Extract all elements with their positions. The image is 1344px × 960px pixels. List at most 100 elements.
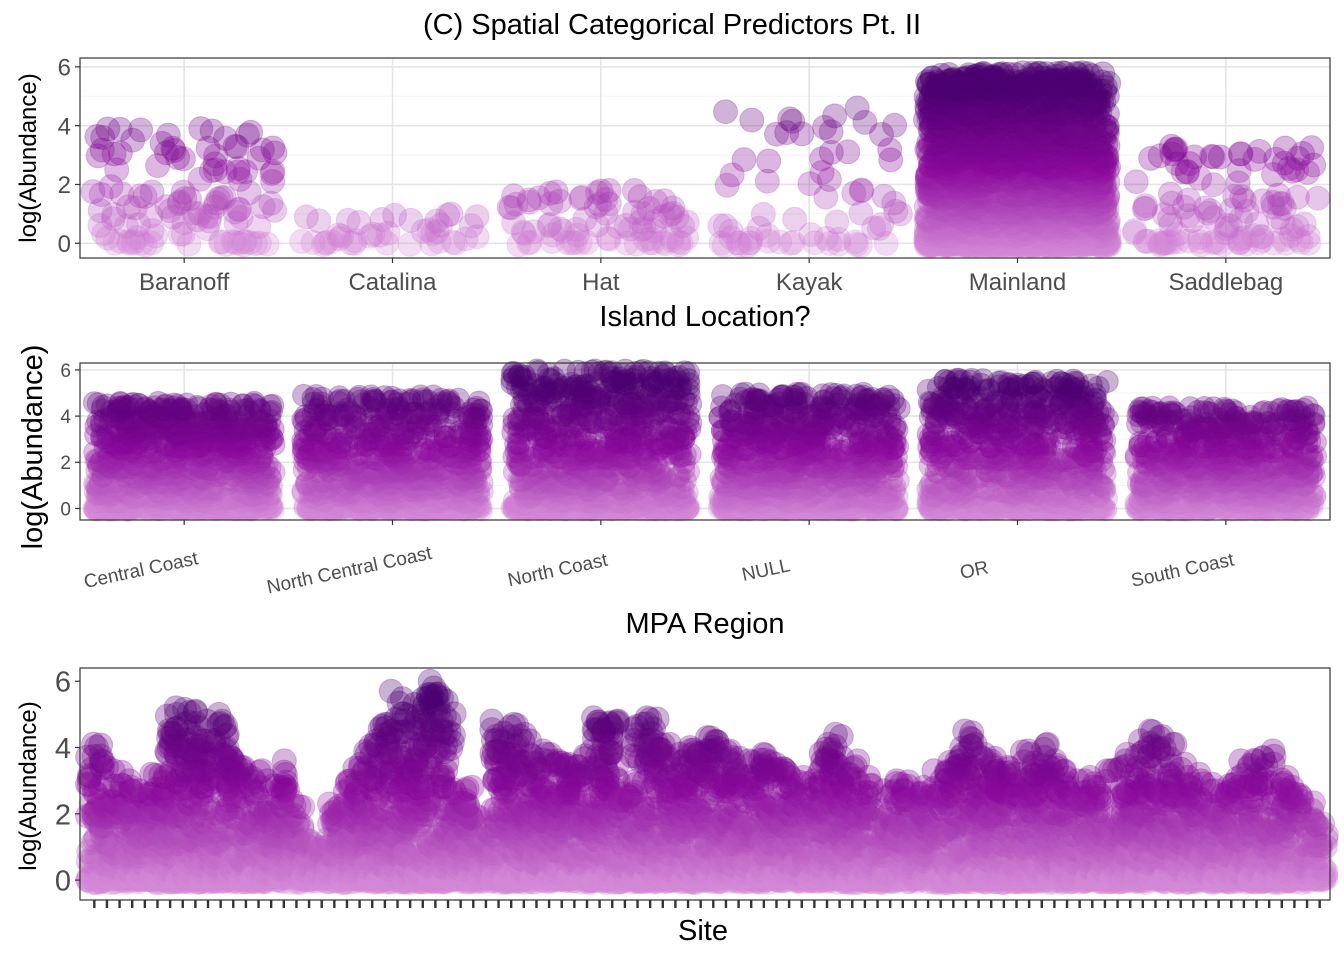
data-point — [242, 231, 268, 257]
data-point — [138, 203, 164, 229]
data-point — [382, 202, 408, 228]
data-point — [421, 384, 445, 408]
data-point — [170, 179, 196, 205]
data-point — [289, 229, 315, 254]
data-point — [1122, 218, 1148, 244]
data-point — [467, 390, 491, 414]
data-point — [116, 229, 142, 255]
data-point — [238, 119, 264, 145]
data-point — [167, 221, 193, 247]
x-tick-label: Hat — [582, 269, 620, 296]
data-point — [209, 229, 235, 255]
data-point — [115, 194, 141, 220]
data-point — [100, 206, 126, 232]
data-point — [242, 390, 266, 414]
data-point — [464, 204, 490, 230]
data-point — [101, 202, 127, 227]
data-point — [146, 390, 170, 414]
p1-gridlines — [80, 58, 1330, 258]
data-point — [88, 182, 114, 207]
data-point — [262, 197, 288, 223]
data-point — [936, 62, 962, 87]
data-point — [102, 230, 128, 256]
data-point — [254, 231, 280, 257]
data-point — [596, 177, 622, 203]
data-point — [750, 201, 776, 227]
data-point — [844, 95, 870, 121]
data-point — [246, 230, 272, 256]
data-point — [226, 197, 252, 222]
data-point — [226, 230, 252, 256]
data-point — [292, 383, 316, 407]
data-point — [172, 186, 198, 211]
data-point — [98, 174, 124, 200]
data-point — [501, 183, 527, 209]
data-point — [127, 183, 153, 209]
p1-points — [80, 60, 1331, 258]
data-point — [213, 231, 239, 257]
figure-title: (C) Spatial Categorical Predictors Pt. I… — [423, 9, 921, 41]
data-point — [1123, 169, 1149, 195]
data-point — [177, 186, 202, 212]
y-tick-label: 6 — [58, 54, 71, 81]
data-point — [124, 225, 150, 250]
data-point — [122, 195, 148, 221]
x-tick-label: Baranoff — [139, 269, 230, 296]
data-point — [139, 218, 165, 243]
data-point — [1133, 193, 1159, 219]
data-point — [260, 135, 286, 161]
data-point — [231, 232, 256, 258]
data-point — [184, 207, 210, 233]
data-point — [121, 229, 147, 254]
data-point — [227, 166, 253, 192]
data-point — [132, 184, 158, 209]
panel-background — [80, 58, 1330, 258]
data-point — [293, 204, 319, 230]
data-point — [187, 166, 213, 192]
data-point — [1265, 182, 1291, 208]
data-point — [171, 210, 197, 236]
data-point — [231, 229, 257, 255]
data-point — [260, 169, 286, 194]
data-point — [205, 186, 231, 212]
data-point — [236, 180, 262, 206]
data-point — [208, 185, 234, 211]
data-point — [621, 178, 647, 203]
data-point — [222, 230, 248, 256]
data-point — [543, 179, 569, 205]
data-point — [651, 188, 677, 214]
data-point — [194, 216, 220, 242]
data-point — [824, 209, 850, 235]
data-point — [87, 198, 113, 224]
data-point — [259, 160, 285, 186]
x-tick-label: Mainland — [969, 269, 1066, 296]
data-point — [170, 221, 196, 247]
data-point — [139, 230, 165, 256]
data-point — [157, 198, 183, 224]
data-point — [971, 60, 997, 86]
data-point — [712, 213, 738, 239]
data-point — [335, 207, 361, 233]
data-point — [166, 191, 192, 216]
data-point — [181, 200, 207, 226]
data-point — [194, 203, 220, 229]
data-point — [1291, 211, 1317, 237]
data-point — [211, 185, 237, 210]
data-point — [1158, 133, 1184, 159]
p1-x-axis-title: Island Location? — [599, 301, 810, 333]
data-point — [108, 390, 132, 414]
data-point — [132, 232, 158, 258]
data-point — [155, 122, 181, 148]
data-point — [109, 181, 135, 207]
data-point — [849, 177, 875, 203]
data-point — [327, 385, 351, 409]
x-tick-label: Kayak — [776, 269, 844, 296]
data-point — [1010, 60, 1036, 86]
data-point — [871, 183, 897, 209]
data-point — [713, 99, 738, 125]
data-point — [250, 194, 276, 220]
data-point — [228, 204, 254, 230]
